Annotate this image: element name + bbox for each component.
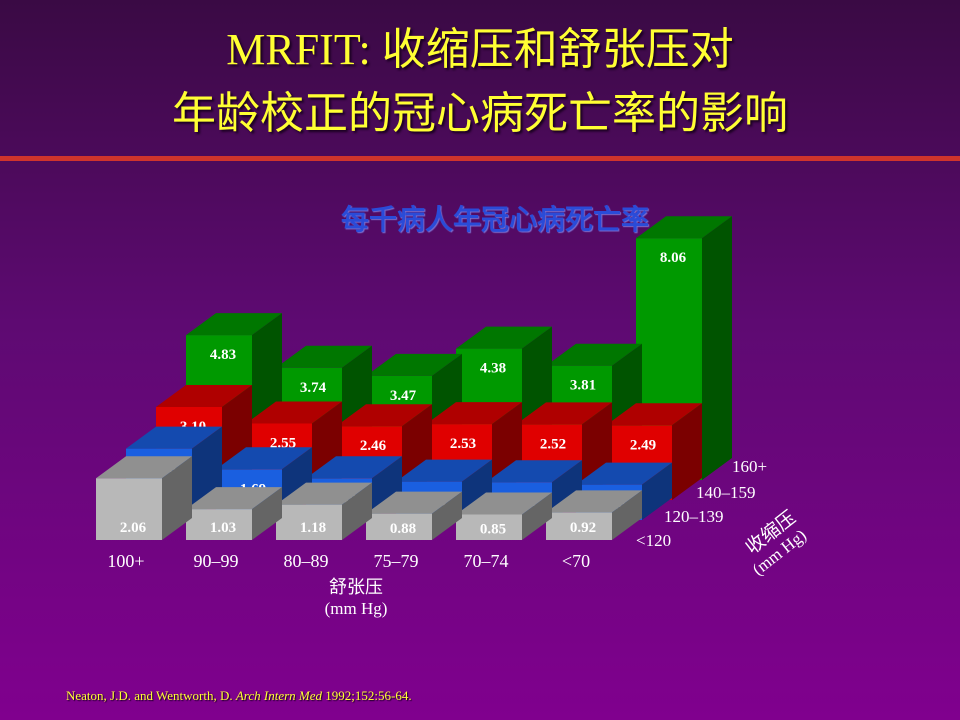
citation-journal: Arch Intern Med xyxy=(235,688,323,703)
data-label: 1.18 xyxy=(300,520,326,536)
bar-side-face xyxy=(522,492,552,540)
citation: Neaton, J.D. and Wentworth, D. Arch Inte… xyxy=(66,688,412,704)
chart-title: 每千病人年冠心病死亡率 xyxy=(340,205,649,236)
x-axis-title: 舒张压 xyxy=(329,577,383,598)
bar-front-face xyxy=(186,509,252,540)
data-label: 2.53 xyxy=(450,436,476,452)
x-tick-label: 100+ xyxy=(107,551,144,571)
data-label: 2.49 xyxy=(630,437,656,453)
data-label: 4.38 xyxy=(480,361,506,377)
bar-top-face xyxy=(456,326,552,349)
bars: 8.06 3.81 4.38 3.47 3.74 4.83 2.49 2.52 2.53 2.46… xyxy=(96,216,732,540)
bar-0-1: 1.03 xyxy=(186,487,282,540)
data-label: 3.47 xyxy=(390,388,417,404)
bar-top-face xyxy=(546,490,642,513)
bar-top-face xyxy=(636,216,732,239)
bar-top-face xyxy=(516,402,612,425)
citation-ref: 1992;152:56-64. xyxy=(325,688,412,703)
bar-front-face xyxy=(546,512,612,540)
bar-top-face xyxy=(186,487,282,510)
z-tick-label: <120 xyxy=(636,531,671,550)
z-tick-label: 160+ xyxy=(732,457,767,476)
bar-top-face xyxy=(396,459,492,482)
bar-top-face xyxy=(126,426,222,449)
bar-top-face xyxy=(366,491,462,514)
x-tick-label: 80–89 xyxy=(284,551,329,571)
z-tick-label: 140–159 xyxy=(696,483,756,502)
x-tick-label: 75–79 xyxy=(374,551,419,571)
bar-side-face xyxy=(672,403,702,500)
data-label: 0.85 xyxy=(480,521,506,537)
bar-top-face xyxy=(276,482,372,505)
data-label: 0.88 xyxy=(390,521,416,537)
bar-front-face xyxy=(366,513,432,540)
bar-side-face xyxy=(612,490,642,540)
data-label: 2.46 xyxy=(360,438,387,454)
bar-top-face xyxy=(456,492,552,515)
bar-top-face xyxy=(546,343,642,366)
slide-title-line-2: 年龄校正的冠心病死亡率的影响 xyxy=(172,89,788,138)
data-label: 8.06 xyxy=(660,250,687,266)
bar-front-face xyxy=(276,504,342,540)
bar-top-face xyxy=(426,402,522,425)
x-axis-unit: (mm Hg) xyxy=(325,599,388,618)
bar-0-3: 0.88 xyxy=(366,491,462,540)
bar-front-face xyxy=(456,514,522,540)
z-tick-labels: <120 120–139 140–159 160+ xyxy=(636,457,767,550)
bar-0-5: 0.92 xyxy=(546,490,642,540)
bar-top-face xyxy=(276,345,372,368)
bar-side-face xyxy=(432,491,462,540)
bar-top-face xyxy=(576,462,672,485)
bar-top-face xyxy=(486,460,582,483)
x-tick-labels: 100+ 90–99 80–89 75–79 70–74 <70 xyxy=(107,551,590,571)
bar-top-face xyxy=(246,401,342,424)
x-tick-label: 90–99 xyxy=(194,551,239,571)
bar-side-face xyxy=(162,456,192,540)
data-label: 0.92 xyxy=(570,520,596,536)
bar-side-face xyxy=(702,216,732,480)
bar-top-face xyxy=(306,456,402,479)
bar-top-face xyxy=(216,447,312,470)
bar-top-face xyxy=(606,403,702,426)
bar-0-2: 1.18 xyxy=(276,482,372,540)
data-label: 1.03 xyxy=(210,520,236,536)
title-divider xyxy=(0,156,960,161)
bar-top-face xyxy=(156,385,252,407)
data-label: 3.74 xyxy=(300,380,327,396)
bar-0-0: 2.06 xyxy=(96,456,192,540)
bar-top-face xyxy=(366,353,462,376)
bar-front-face xyxy=(96,478,162,540)
z-tick-label: 120–139 xyxy=(664,507,724,526)
data-label: 2.52 xyxy=(540,436,566,452)
slide-title-line-1: MRFIT: 收缩压和舒张压对 xyxy=(226,25,734,74)
bar-top-face xyxy=(336,404,432,427)
bar-top-face xyxy=(96,456,192,479)
bar-0-4: 0.85 xyxy=(456,492,552,540)
data-label: 4.83 xyxy=(210,347,236,363)
bar-side-face xyxy=(642,462,672,520)
citation-authors: Neaton, J.D. and Wentworth, D. xyxy=(66,688,233,703)
x-tick-label: <70 xyxy=(562,551,590,571)
bar-top-face xyxy=(186,313,282,336)
data-label: 3.81 xyxy=(570,378,596,394)
x-tick-label: 70–74 xyxy=(464,551,509,571)
data-label: 2.06 xyxy=(120,520,147,536)
bar-side-face xyxy=(252,487,282,540)
bar-side-face xyxy=(342,482,372,540)
